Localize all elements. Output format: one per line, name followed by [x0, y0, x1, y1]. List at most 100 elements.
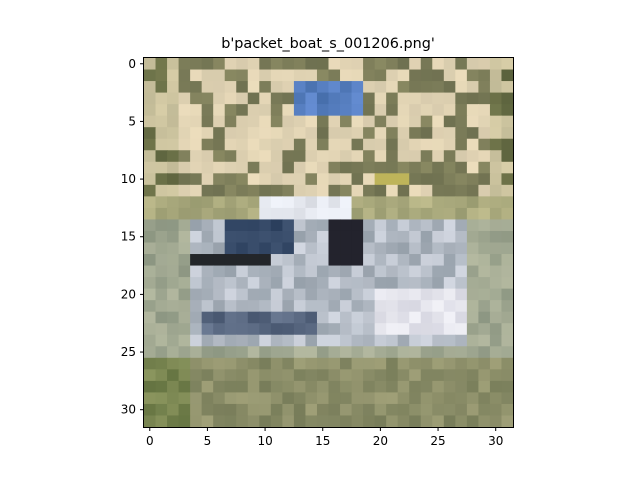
pixel-cell — [282, 219, 295, 232]
x-tick-label: 15 — [315, 434, 330, 448]
pixel-cell — [213, 380, 226, 394]
pixel-cell — [144, 277, 157, 290]
pixel-cell — [374, 357, 387, 370]
pixel-cell — [144, 104, 157, 117]
pixel-cell — [293, 300, 307, 313]
pixel-cell — [466, 161, 480, 174]
pixel-cell — [374, 184, 387, 197]
pixel-cell — [351, 357, 364, 370]
pixel-cell — [420, 254, 433, 267]
pixel-cell — [351, 58, 364, 71]
pixel-cell — [293, 173, 307, 186]
pixel-cell — [201, 58, 214, 71]
pixel-cell — [340, 219, 353, 232]
pixel-cell — [178, 380, 191, 394]
pixel-cell — [190, 334, 203, 347]
pixel-cell — [282, 403, 295, 417]
x-tick-label: 25 — [430, 434, 445, 448]
pixel-cell — [478, 254, 491, 267]
pixel-cell — [351, 230, 364, 244]
pixel-cell — [282, 161, 295, 174]
pixel-cell — [282, 69, 295, 82]
pixel-cell — [489, 346, 503, 359]
pixel-cell — [305, 81, 318, 94]
pixel-cell — [259, 58, 272, 71]
pixel-cell — [443, 403, 456, 417]
pixel-cell — [282, 242, 295, 255]
pixel-cell — [443, 392, 456, 405]
pixel-cell — [501, 184, 514, 197]
pixel-cell — [270, 265, 283, 278]
pixel-cell — [386, 369, 399, 382]
pixel-cell — [201, 265, 214, 278]
pixel-cell — [351, 219, 364, 232]
pixel-cell — [386, 300, 399, 313]
pixel-cell — [282, 92, 295, 105]
pixel-cell — [351, 207, 364, 221]
pixel-cell — [420, 115, 433, 128]
pixel-cell — [247, 115, 260, 128]
pixel-cell — [259, 380, 272, 394]
pixel-cell — [167, 219, 180, 232]
pixel-cell — [374, 277, 387, 290]
pixel-cell — [224, 81, 237, 94]
pixel-cell — [190, 254, 203, 267]
pixel-cell — [293, 288, 307, 301]
pixel-cell — [259, 346, 272, 359]
pixel-cell — [443, 184, 456, 197]
pixel-cell — [190, 58, 203, 71]
pixel-cell — [224, 369, 237, 382]
pixel-cell — [270, 69, 283, 82]
pixel-cell — [293, 184, 307, 197]
pixel-cell — [420, 207, 433, 221]
pixel-cell — [190, 173, 203, 186]
pixel-cell — [386, 392, 399, 405]
pixel-cell — [305, 242, 318, 255]
pixel-cell — [363, 334, 376, 347]
pixel-cell — [190, 207, 203, 221]
pixel-cell — [420, 92, 433, 105]
pixel-cell — [340, 403, 353, 417]
pixel-cell — [155, 392, 168, 405]
pixel-cell — [397, 127, 410, 140]
pixel-cell — [489, 173, 503, 186]
pixel-cell — [155, 380, 168, 394]
pixel-cell — [386, 288, 399, 301]
pixel-cell — [213, 415, 226, 428]
pixel-cell — [409, 230, 422, 244]
pixel-cell — [167, 242, 180, 255]
pixel-cell — [409, 196, 422, 209]
pixel-cell — [340, 311, 353, 324]
pixel-cell — [178, 415, 191, 428]
pixel-cell — [478, 161, 491, 174]
pixel-cell — [213, 346, 226, 359]
pixel-cell — [236, 403, 249, 417]
pixel-cell — [386, 207, 399, 221]
pixel-cell — [363, 392, 376, 405]
pixel-cell — [155, 369, 168, 382]
pixel-cell — [420, 357, 433, 370]
pixel-cell — [167, 150, 180, 163]
pixel-cell — [501, 115, 514, 128]
x-tick-label: 10 — [257, 434, 272, 448]
pixel-cell — [443, 161, 456, 174]
pixel-cell — [397, 346, 410, 359]
pixel-cell — [270, 242, 283, 255]
pixel-cell — [190, 115, 203, 128]
pixel-cell — [155, 58, 168, 71]
pixel-cell — [201, 288, 214, 301]
pixel-cell — [155, 277, 168, 290]
pixel-cell — [340, 115, 353, 128]
pixel-cell — [178, 242, 191, 255]
pixel-cell — [466, 230, 480, 244]
pixel-cell — [259, 127, 272, 140]
pixel-cell — [432, 161, 445, 174]
pixel-cell — [178, 184, 191, 197]
pixel-cell — [270, 184, 283, 197]
pixel-cell — [363, 184, 376, 197]
pixel-cell — [259, 277, 272, 290]
pixel-cell — [270, 346, 283, 359]
pixel-cell — [316, 392, 330, 405]
pixel-cell — [466, 254, 480, 267]
pixel-cell — [178, 127, 191, 140]
